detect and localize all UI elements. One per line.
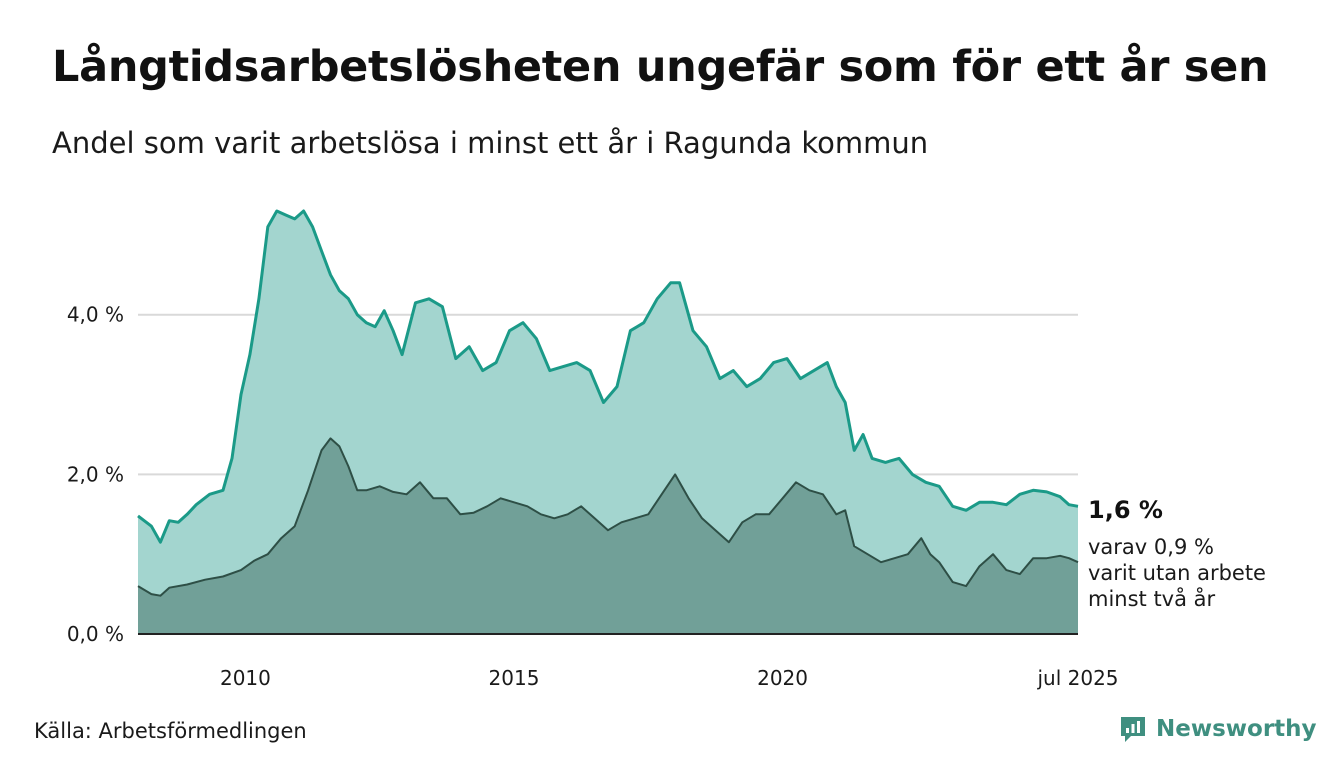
x-tick-label: 2020 (757, 666, 808, 690)
annotation-line-3: minst två år (1088, 586, 1216, 611)
annotation-value: 1,6 % (1088, 496, 1163, 524)
annotation-line-1: varav 0,9 % (1088, 535, 1214, 559)
brand-name: Newsworthy (1156, 716, 1317, 742)
annotation-line-2: varit utan arbete (1088, 561, 1266, 585)
y-tick-label: 2,0 % (67, 462, 124, 486)
areas (137, 209, 1079, 634)
x-tick-label: 2010 (220, 666, 271, 690)
source-note: Källa: Arbetsförmedlingen (34, 719, 307, 743)
x-tick-label: 2015 (489, 666, 540, 690)
x-tick-label: jul 2025 (1036, 666, 1118, 690)
series-area-long (138, 438, 1078, 634)
series-line-total (137, 209, 1079, 544)
y-tick-label: 4,0 % (67, 303, 124, 327)
end-annotation: 1,6 % varav 0,9 % varit utan arbete mins… (1088, 496, 1266, 611)
y-tick-label: 0,0 % (67, 622, 124, 646)
newsworthy-chart-icon (1121, 717, 1145, 742)
series-line-long (137, 437, 1079, 597)
chart-title: Långtidsarbetslösheten ungefär som för e… (52, 42, 1269, 92)
brand-logo[interactable]: Newsworthy (1118, 714, 1317, 744)
chart-subtitle: Andel som varit arbetslösa i minst ett å… (52, 126, 929, 160)
axes: 0,0 % 2,0 % 4,0 % 2010 2015 2020 jul 2025 (67, 303, 1119, 690)
